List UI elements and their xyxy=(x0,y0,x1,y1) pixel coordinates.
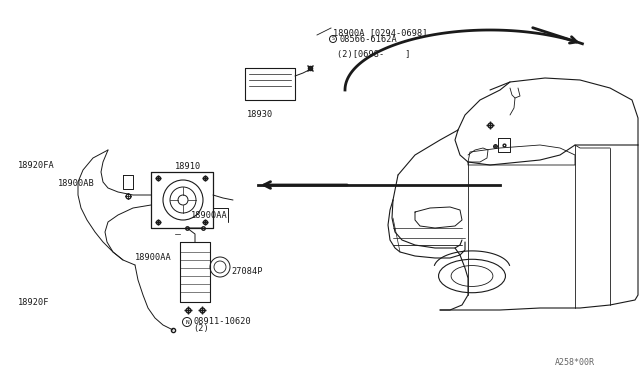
Text: 08911-10620: 08911-10620 xyxy=(193,317,251,327)
Text: A258*00R: A258*00R xyxy=(555,358,595,367)
Text: (2)[0698-    ]: (2)[0698- ] xyxy=(337,50,410,59)
Text: (2): (2) xyxy=(193,324,209,334)
Text: 08566-6162A: 08566-6162A xyxy=(339,35,397,44)
Text: S: S xyxy=(332,36,335,42)
Text: N: N xyxy=(185,320,189,324)
Text: 18920FA: 18920FA xyxy=(18,161,55,170)
Text: 18900A [0294-0698]: 18900A [0294-0698] xyxy=(333,28,428,37)
Text: 18900AA: 18900AA xyxy=(191,211,228,220)
Text: 27084P: 27084P xyxy=(231,267,262,276)
Text: 18900AB: 18900AB xyxy=(58,179,95,188)
Text: 18910: 18910 xyxy=(175,162,201,171)
Text: 18920F: 18920F xyxy=(18,298,49,307)
Text: 18930: 18930 xyxy=(247,110,273,119)
Text: 18900AA: 18900AA xyxy=(135,253,172,262)
